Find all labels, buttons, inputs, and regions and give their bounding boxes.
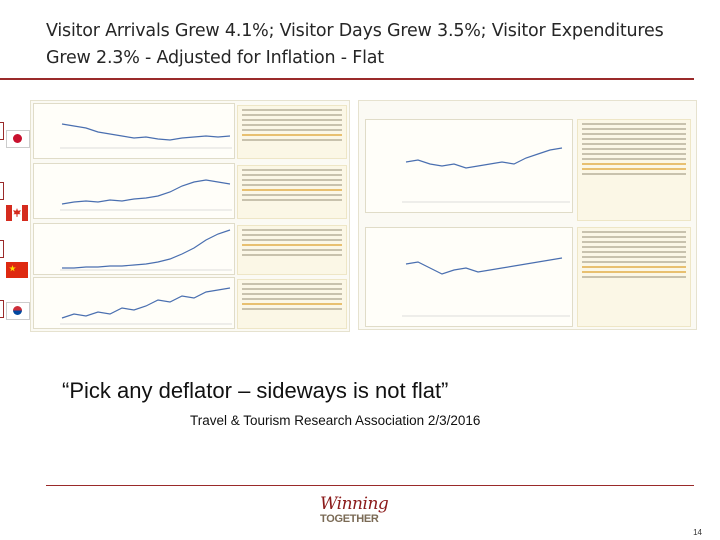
side-accent-box xyxy=(0,182,4,200)
quote-text: “Pick any deflator – sideways is not fla… xyxy=(62,378,449,403)
japan-mini-chart xyxy=(33,103,235,159)
japan-flag-icon xyxy=(6,130,30,148)
korea-flag-icon xyxy=(6,302,30,320)
footer-divider xyxy=(46,485,694,486)
us-west-trend-svg xyxy=(402,147,570,203)
china-data-table xyxy=(237,225,347,275)
side-accent-box xyxy=(0,240,4,258)
side-accent-box xyxy=(0,300,4,318)
us-west-mini-chart xyxy=(365,119,573,213)
canada-flag-icon xyxy=(6,205,28,221)
title-divider xyxy=(46,78,694,80)
china-mini-chart xyxy=(33,223,235,275)
korea-mini-chart xyxy=(33,277,235,329)
us-east-mini-chart xyxy=(365,227,573,327)
logo-line-2: TOGETHER xyxy=(320,513,379,525)
logo-line-1: Winning xyxy=(320,494,389,514)
china-trend-svg xyxy=(60,229,232,271)
korea-data-table xyxy=(237,279,347,329)
canada-trend-svg xyxy=(60,179,232,211)
quote-source: Travel & Tourism Research Association 2/… xyxy=(190,413,481,428)
left-accent-line xyxy=(0,78,46,80)
korea-trend-svg xyxy=(60,287,232,325)
market-charts-image-right xyxy=(358,100,697,330)
canada-data-table xyxy=(237,165,347,219)
china-flag-icon xyxy=(6,262,28,278)
page-number: 14 xyxy=(693,528,702,537)
japan-data-table xyxy=(237,105,347,159)
canada-mini-chart xyxy=(33,163,235,219)
market-charts-image-left xyxy=(30,100,350,332)
japan-trend-svg xyxy=(60,123,232,149)
us-west-data-table xyxy=(577,119,691,221)
us-east-data-table xyxy=(577,227,691,327)
us-east-trend-svg xyxy=(402,257,570,317)
side-accent-box xyxy=(0,122,4,140)
slide-title: Visitor Arrivals Grew 4.1%; Visitor Days… xyxy=(46,21,664,68)
winning-together-logo: Winning TOGETHER xyxy=(300,494,420,534)
